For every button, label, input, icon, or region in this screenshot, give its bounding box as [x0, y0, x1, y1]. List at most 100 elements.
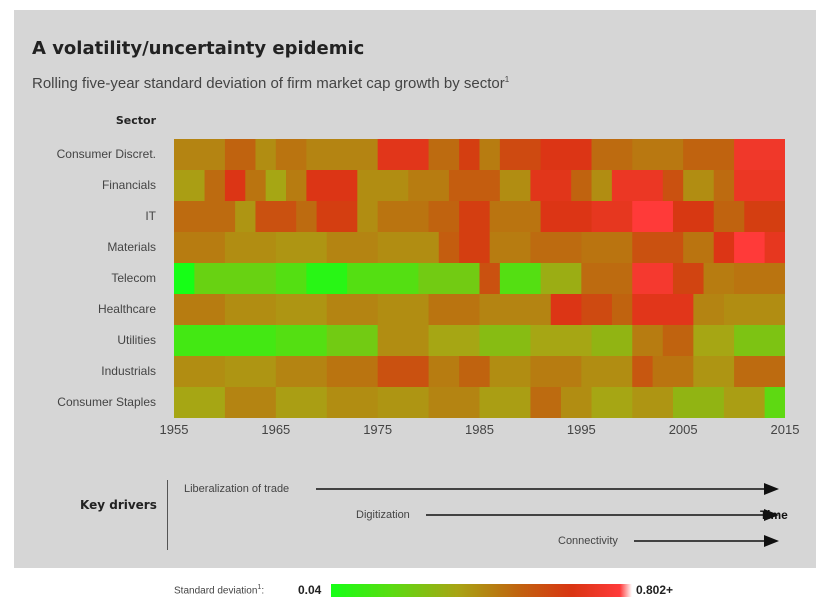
heatmap-cell [723, 294, 785, 326]
heatmap-cell [672, 201, 715, 233]
heatmap-cell [571, 170, 593, 202]
heatmap-cell [734, 325, 785, 357]
heatmap-cell [275, 294, 328, 326]
heatmap-cell [275, 325, 328, 357]
legend-footnote-marker: 1 [257, 584, 262, 591]
heatmap-cell [591, 139, 633, 171]
heatmap-cell [479, 325, 532, 357]
heatmap-cell [347, 263, 419, 295]
heatmap-cell [275, 387, 328, 418]
heatmap-cell [734, 170, 785, 202]
heatmap-cell [499, 263, 542, 295]
row-label: Consumer Discret. [56, 146, 156, 161]
heatmap-cell [326, 294, 379, 326]
heatmap-cell [734, 263, 785, 295]
heatmap-cell [408, 170, 450, 202]
heatmap-cell [662, 170, 684, 202]
heatmap-cell [489, 232, 532, 264]
legend-max-label: 0.802+ [636, 583, 674, 597]
row-label: Healthcare [97, 301, 156, 316]
x-tick-label: 1955 [159, 422, 189, 437]
heatmap-cell [499, 170, 532, 202]
driver-digitization-label: Digitization [356, 509, 410, 521]
heatmap-cell [326, 356, 379, 388]
heatmap-cell [224, 170, 246, 202]
row-label: IT [145, 208, 156, 223]
heatmap-cell [428, 139, 460, 171]
arrow-digitization-head [764, 509, 779, 521]
heatmap-cell [275, 263, 307, 295]
heatmap-cell [174, 356, 226, 388]
heatmap-cell [316, 201, 358, 233]
row-label: Industrials [101, 363, 156, 378]
heatmap-cell [734, 139, 785, 171]
drivers-divider [167, 480, 168, 550]
heatmap-cell [713, 232, 735, 264]
row-label: Materials [107, 239, 156, 254]
heatmap-cell [530, 387, 562, 418]
heatmap-cell [611, 294, 633, 326]
heatmap-cell [479, 294, 552, 326]
heatmap-cell [459, 356, 491, 388]
heatmap-cell [632, 294, 694, 326]
heatmap-cell [194, 263, 277, 295]
heatmap-cell [479, 263, 501, 295]
heatmap-cell [174, 170, 206, 202]
heatmap-cell [275, 232, 328, 264]
heatmap-cell [204, 170, 226, 202]
arrow-connectivity-head [764, 535, 779, 547]
heatmap-cell [530, 356, 582, 388]
heatmap-cell [581, 232, 633, 264]
heatmap [174, 139, 785, 418]
heatmap-cell [591, 325, 633, 357]
heatmap-cell [672, 263, 705, 295]
heatmap-cell [438, 232, 460, 264]
arrow-liberalization-head [764, 483, 779, 495]
heatmap-cell [224, 232, 277, 264]
legend-label: Standard deviation1: [174, 584, 264, 596]
x-tick-label: 1985 [465, 422, 494, 437]
heatmap-cell [662, 325, 694, 357]
heatmap-cell [723, 387, 766, 418]
heatmap-cell [174, 294, 226, 326]
heatmap-cell [428, 325, 481, 357]
heatmap-cell [459, 232, 491, 264]
heatmap-cell [540, 201, 593, 233]
row-label: Consumer Staples [57, 394, 156, 409]
heatmap-cell [632, 263, 674, 295]
x-tick-label: 2005 [668, 422, 698, 437]
heatmap-cell [357, 170, 409, 202]
heatmap-cell [459, 201, 491, 233]
legend-min-label: 0.04 [298, 583, 322, 597]
legend-colon: : [261, 585, 265, 597]
heatmap-cell [581, 263, 633, 295]
heatmap-cell [611, 170, 664, 202]
heatmap-cell [479, 139, 501, 171]
heatmap-cell [591, 387, 633, 418]
heatmap-cell [306, 139, 379, 171]
x-tick-label: 1965 [261, 422, 291, 437]
heatmap-cell [377, 325, 430, 357]
heatmap-cell [357, 201, 379, 233]
heatmap-cell [235, 201, 257, 233]
subtitle-footnote-marker: 1 [504, 75, 510, 84]
heatmap-cell [224, 139, 257, 171]
driver-liberalization-label: Liberalization of trade [184, 483, 290, 495]
heatmap-cell [448, 170, 501, 202]
heatmap-cell [550, 294, 582, 326]
heatmap-cell [224, 356, 277, 388]
heatmap-cell [174, 387, 226, 418]
time-label: Time [760, 508, 788, 522]
heatmap-cell [377, 294, 430, 326]
chart-title: A volatility/uncertainty epidemic [32, 38, 365, 59]
heatmap-cell [428, 201, 460, 233]
heatmap-cell [275, 139, 307, 171]
subtitle-text: Rolling five-year standard deviation of … [32, 75, 505, 92]
heatmap-cell [530, 232, 582, 264]
heatmap-cell [174, 232, 226, 264]
heatmap-cell [693, 325, 735, 357]
heatmap-cell [540, 139, 593, 171]
heatmap-cell [224, 294, 277, 326]
heatmap-cell [255, 139, 277, 171]
heatmap-cell [428, 294, 481, 326]
